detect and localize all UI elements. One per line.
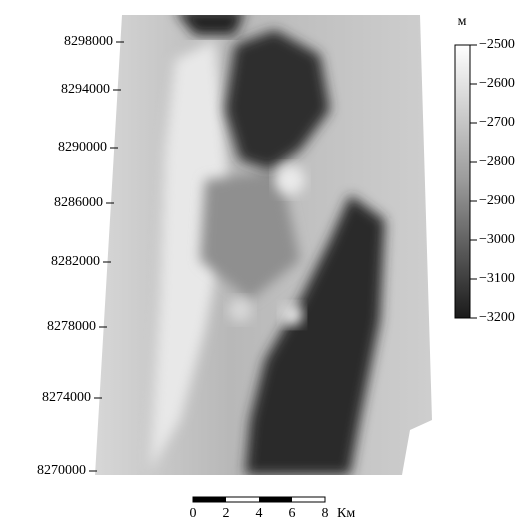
y-tick-label: 8278000	[47, 319, 96, 334]
colorbar	[455, 45, 470, 318]
colorbar-label: −2600	[479, 76, 515, 91]
y-tick-label: 8294000	[61, 82, 110, 97]
colorbar-label: −2500	[479, 37, 515, 52]
scale-label: 6	[289, 506, 296, 521]
colorbar-label: −3200	[479, 310, 515, 325]
scale-label: 0	[190, 506, 197, 521]
scale-label: 4	[256, 506, 263, 521]
colorbar-label: −2900	[479, 193, 515, 208]
scale-unit: Км	[337, 506, 355, 521]
colorbar-label: −3100	[479, 271, 515, 286]
y-tick-label: 8270000	[37, 463, 86, 478]
colorbar-label: −2700	[479, 115, 515, 130]
bathymetry	[90, 10, 440, 480]
scale-label: 2	[223, 506, 230, 521]
y-tick-label: 8274000	[42, 390, 91, 405]
colorbar-label: −2800	[479, 154, 515, 169]
y-tick-label: 8282000	[51, 254, 100, 269]
colorbar-unit: м	[458, 14, 467, 29]
y-tick-label: 8290000	[58, 140, 107, 155]
map-figure: 8298000 8294000 8290000 8286000 8282000 82780…	[0, 0, 528, 522]
page: 8298000 8294000 8290000 8286000 8282000 82780…	[0, 0, 528, 527]
y-tick-label: 8298000	[64, 34, 113, 49]
colorbar-label: −3000	[479, 232, 515, 247]
scale-bar	[193, 497, 325, 502]
y-tick-label: 8286000	[54, 195, 103, 210]
scale-label: 8	[322, 506, 329, 521]
